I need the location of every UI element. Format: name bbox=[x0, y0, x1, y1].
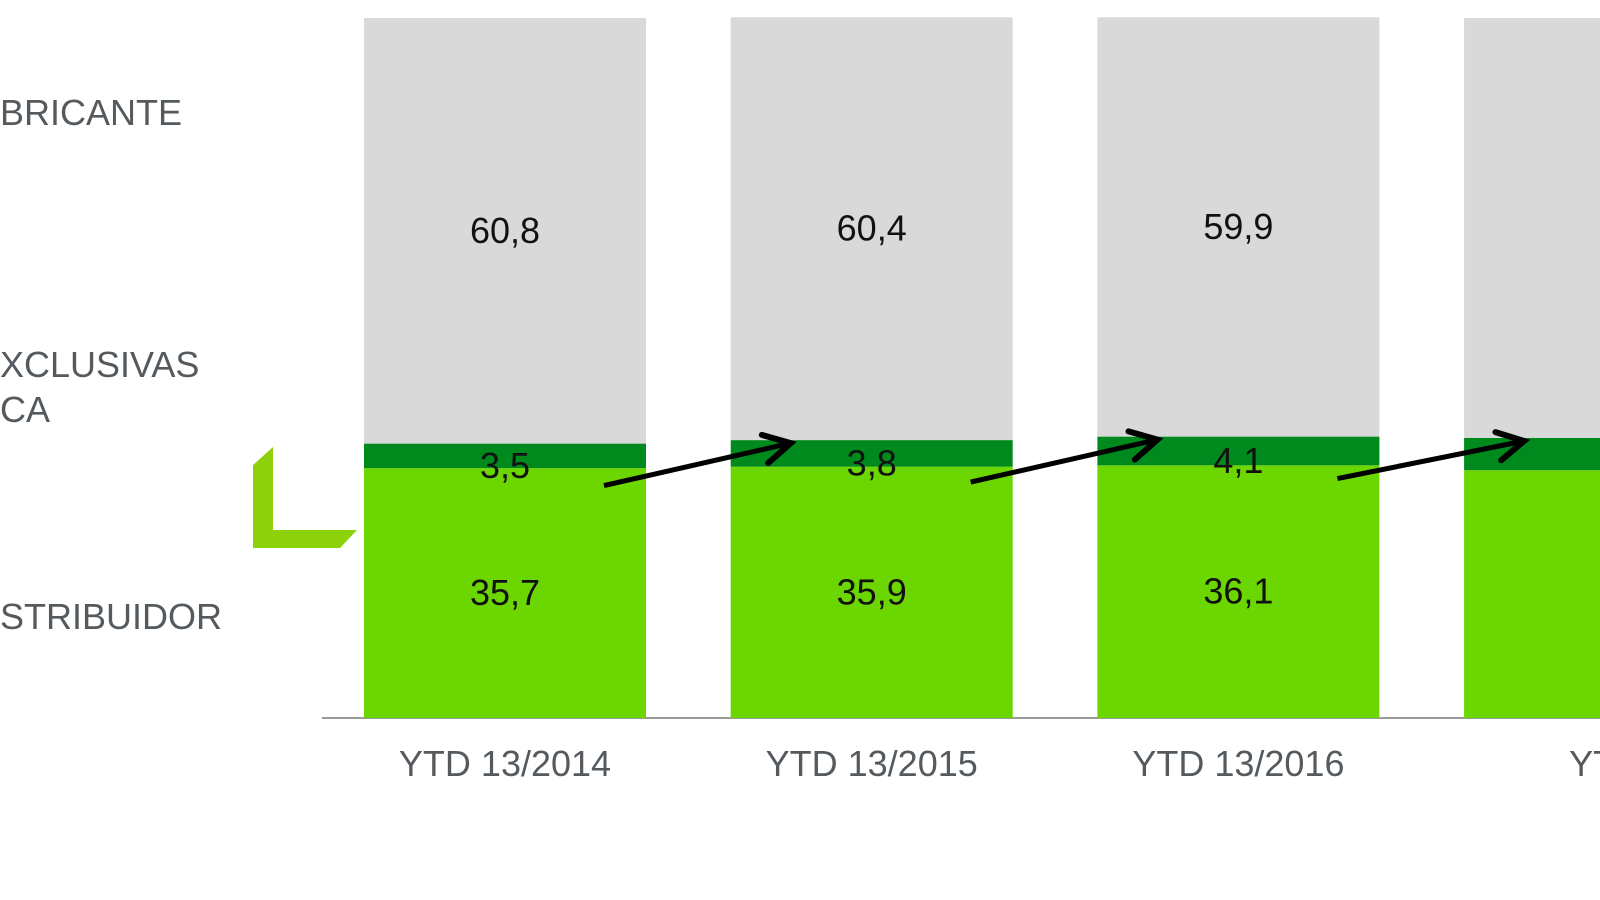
legend-label-distribuidor: STRIBUIDOR bbox=[0, 596, 223, 637]
data-label: 3,5 bbox=[480, 445, 530, 486]
category-label: YTD bbox=[1569, 743, 1600, 784]
data-label: 35,7 bbox=[470, 572, 540, 613]
data-label: 4,1 bbox=[1213, 440, 1263, 481]
data-label: 35,9 bbox=[837, 571, 907, 612]
bar-segment-xclusivas-ca bbox=[1464, 438, 1600, 471]
bar-segment-bricante bbox=[730, 17, 1013, 441]
category-label: YTD 13/2015 bbox=[766, 743, 978, 784]
legend-label-fabricante: BRICANTE bbox=[0, 92, 183, 133]
data-label: 36,1 bbox=[1203, 571, 1273, 612]
bar-segment-bricante bbox=[1464, 18, 1600, 438]
brand-bracket-icon bbox=[253, 447, 357, 548]
legend-label-exclusivas-line1: XCLUSIVAS bbox=[0, 344, 200, 385]
trend-arrow bbox=[1336, 429, 1531, 482]
bar-segment-xclusivas-ca bbox=[364, 443, 646, 469]
bar-segment-stribuidor bbox=[1097, 465, 1380, 718]
bar-segment-bricante bbox=[364, 18, 646, 444]
data-label: 59,9 bbox=[1203, 206, 1273, 247]
trend-arrow bbox=[603, 431, 797, 489]
data-label: 60,4 bbox=[837, 208, 907, 249]
data-label: 3,8 bbox=[847, 442, 897, 483]
category-label: YTD 13/2016 bbox=[1132, 743, 1344, 784]
bar-segment-stribuidor bbox=[1464, 470, 1600, 718]
data-label: 60,8 bbox=[470, 210, 540, 251]
bar-segment-stribuidor bbox=[364, 468, 646, 718]
bar-segment-bricante bbox=[1097, 17, 1380, 437]
legend-label-exclusivas-line2: CA bbox=[0, 389, 51, 430]
category-label: YTD 13/2014 bbox=[399, 743, 611, 784]
trend-arrow bbox=[970, 428, 1164, 485]
bar-segment-stribuidor bbox=[730, 466, 1013, 718]
